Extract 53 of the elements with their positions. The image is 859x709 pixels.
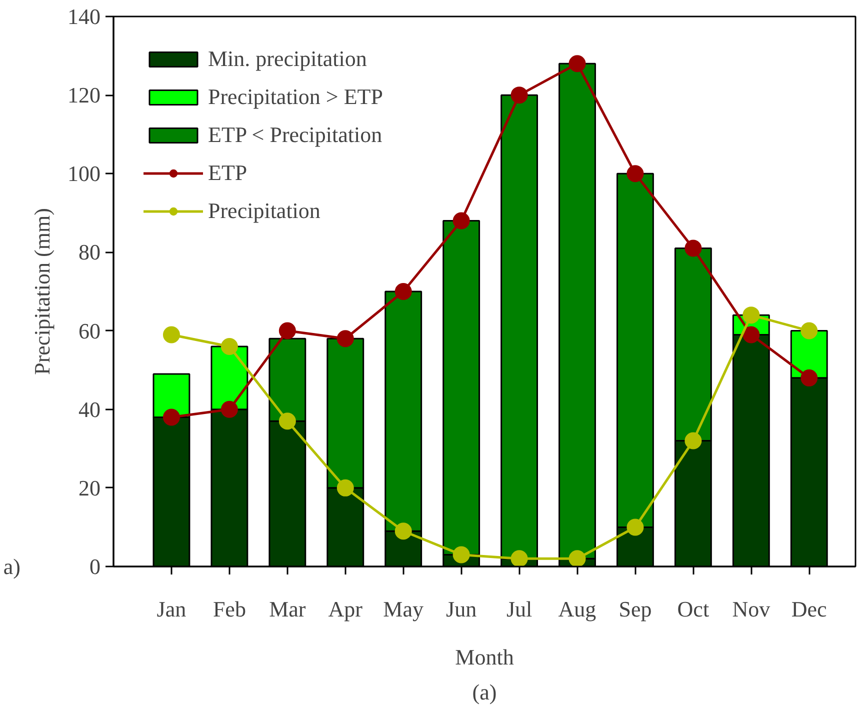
x-tick-label: Jan — [156, 596, 186, 622]
x-axis-title: Month — [455, 644, 514, 670]
y-axis-title: Precipitation (mm) — [30, 208, 54, 375]
legend-label: Precipitation > ETP — [208, 84, 383, 110]
legend-label: Precipitation — [208, 198, 320, 224]
y-tick-label: 100 — [68, 161, 100, 186]
x-tick-label: Apr — [328, 596, 364, 622]
point — [278, 322, 296, 340]
text: (a) — [472, 680, 497, 704]
point — [684, 432, 702, 450]
point — [452, 212, 470, 230]
x-tick-label: Feb — [212, 596, 246, 622]
x-tick-label: Aug — [558, 596, 596, 622]
point — [510, 550, 528, 566]
x-tick-label: Nov — [732, 596, 770, 622]
legend-label: ETP < Precipitation — [208, 122, 382, 148]
point — [336, 479, 354, 496]
point — [568, 550, 586, 566]
point — [742, 326, 760, 344]
point — [278, 412, 296, 430]
y-tick-label: 80 — [78, 240, 100, 265]
y-tick-label: 140 — [68, 4, 100, 29]
x-tick-label: Mar — [269, 596, 306, 622]
point — [626, 518, 644, 536]
point — [336, 330, 354, 348]
y-tick-label: 60 — [78, 318, 100, 344]
y-tick-label: 40 — [78, 396, 100, 422]
point — [684, 240, 702, 257]
x-tick-label: Jul — [506, 596, 532, 622]
y-tick-label: 20 — [78, 475, 100, 500]
point — [452, 546, 470, 564]
point — [626, 165, 644, 182]
point — [568, 55, 586, 72]
point — [220, 400, 238, 418]
point — [394, 283, 412, 300]
x-tick-label: Dec — [791, 596, 828, 622]
point — [162, 408, 180, 426]
y-tick-label: 120 — [68, 82, 100, 108]
point — [162, 326, 180, 344]
y-tick-label: 0 — [90, 554, 100, 579]
legend-label: ETP — [208, 160, 248, 186]
point — [800, 322, 818, 340]
x-tick-label: Oct — [677, 596, 710, 622]
point — [742, 306, 760, 324]
point — [220, 338, 238, 355]
point — [800, 369, 818, 386]
x-tick-label: May — [383, 596, 424, 622]
point — [394, 522, 412, 540]
text: a) — [3, 554, 21, 579]
x-tick-label: Sep — [618, 596, 652, 622]
x-tick-label: Jun — [446, 596, 477, 622]
point — [510, 86, 528, 104]
legend-label: Min. precipitation — [208, 46, 367, 72]
